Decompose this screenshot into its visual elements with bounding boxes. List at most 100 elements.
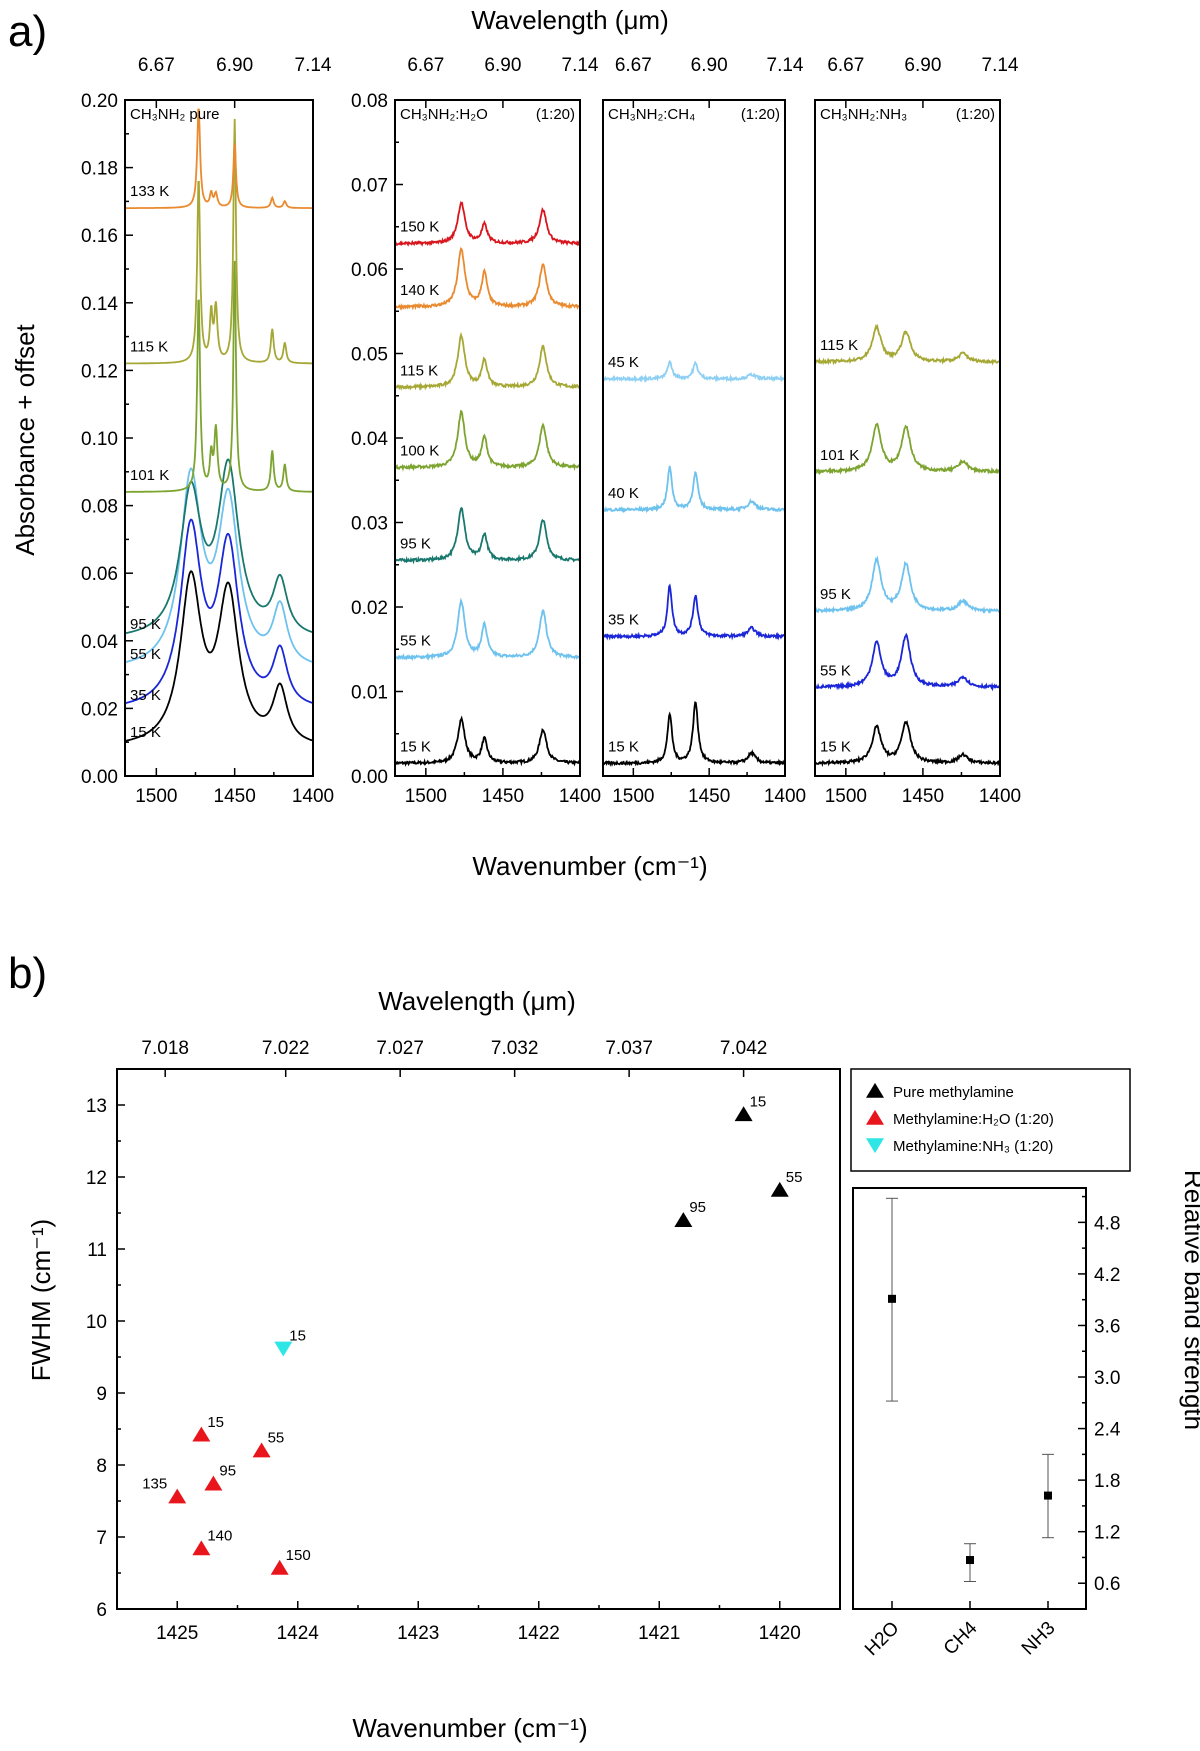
top-tick-label: 7.14 (982, 55, 1019, 76)
x-tick-label: 1424 (277, 1623, 320, 1644)
spectrum-line (125, 108, 313, 209)
temperature-label: 45 K (608, 354, 639, 371)
band-strength-inset: 0.6 1.2 1.8 2.4 3.0 3.6 4.2 4.8 H2O CH4 NH3 (861, 1195, 1121, 1660)
top-tick-label: 6.67 (138, 55, 175, 76)
panel-b-legend: Pure methylamine Methylamine:H₂O (1:20) Me… (850, 1068, 1131, 1172)
x-tick-label: 1450 (482, 786, 524, 807)
y-tick-label: 3.6 (1094, 1316, 1120, 1337)
spectrum-line (394, 715, 581, 767)
spectrum-line (814, 720, 1001, 768)
x-tick-label: 1500 (405, 786, 447, 807)
top-tick-label: 7.037 (605, 1038, 653, 1059)
spectrum-line (814, 555, 1001, 615)
data-point-marker (204, 1475, 223, 1491)
panel-b-top-axis-title: Wavelength (μm) (378, 986, 576, 1016)
top-tick-label: 7.14 (767, 55, 804, 76)
spectrum-line (394, 506, 581, 565)
y-tick-label: 9 (96, 1384, 107, 1405)
spectrum-line (124, 458, 314, 635)
spectrum-line (125, 118, 313, 365)
top-tick-label: 7.14 (295, 55, 332, 76)
spectrum-line (394, 246, 581, 311)
top-tick-label: 6.90 (216, 55, 253, 76)
temperature-label: 35 K (130, 687, 161, 704)
category-label: H2O (861, 1618, 903, 1660)
x-tick-label: 1400 (292, 786, 334, 807)
top-tick-label: 6.90 (691, 55, 728, 76)
data-point-label: 55 (268, 1430, 285, 1447)
y-tick-label: 7 (96, 1528, 107, 1549)
top-tick-label: 7.022 (262, 1038, 310, 1059)
subplot-frame (814, 99, 1001, 777)
subplot-1: 1500 1450 1400 6.67 6.90 7.14 0.00 0.02 0.04 0.06… (81, 55, 334, 807)
subplot-2: 1500 1450 1400 6.67 6.90 7.14 0.00 0.01 0.02 0.03… (351, 55, 601, 807)
subplot-title: CH₃NH₂:H₂O (400, 106, 488, 123)
y-tick-label: 0.16 (81, 226, 118, 247)
subplot-title: CH₃NH₂:CH₄ (608, 106, 695, 123)
top-tick-label: 6.90 (484, 55, 521, 76)
x-tick-label: 1450 (902, 786, 944, 807)
temperature-label: 95 K (400, 536, 431, 553)
y-tick-label: 1.2 (1094, 1523, 1120, 1544)
x-tick-label: 1423 (397, 1623, 439, 1644)
x-tick-label: 1420 (759, 1623, 801, 1644)
y-tick-label: 0.00 (81, 767, 118, 788)
temperature-label: 15 K (820, 738, 851, 755)
panel-a: a) Wavelength (μm) Wavenumber (cm⁻¹) Abs… (8, 5, 1021, 881)
y-tick-label: 2.4 (1094, 1420, 1121, 1441)
temperature-label: 40 K (608, 485, 639, 502)
temperature-label: 95 K (130, 616, 161, 633)
top-tick-label: 6.67 (827, 55, 864, 76)
top-tick-label: 7.042 (720, 1038, 768, 1059)
y-tick-label: 0.02 (351, 598, 388, 619)
y-tick-label: 0.14 (81, 294, 118, 315)
subplot-frame (124, 99, 314, 777)
subplot-ratio: (1:20) (536, 106, 575, 123)
temperature-label: 115 K (820, 337, 858, 354)
subplot-frame (394, 99, 581, 777)
spectrum-line (124, 467, 314, 664)
subplot-title: CH₃NH₂:NH₃ (820, 106, 907, 123)
y-tick-label: 3.0 (1094, 1368, 1120, 1389)
legend-entry-label: Pure methylamine (893, 1084, 1014, 1101)
legend-frame (850, 1068, 1131, 1172)
y-tick-label: 1.8 (1094, 1471, 1120, 1492)
band-strength-axis-title: Relative band strength (1179, 1170, 1200, 1430)
y-tick-label: 0.04 (81, 632, 118, 653)
data-point-marker (252, 1442, 271, 1458)
data-point-label: 55 (786, 1169, 803, 1186)
subplot-ratio: (1:20) (741, 106, 780, 123)
data-point-marker (192, 1540, 211, 1556)
y-tick-label: 0.6 (1094, 1574, 1120, 1595)
y-tick-label: 12 (86, 1168, 107, 1189)
panel-a-y-axis-title: Absorbance + offset (10, 323, 40, 555)
legend-entry-label: Methylamine:NH₃ (1:20) (893, 1138, 1053, 1155)
data-point-marker (192, 1426, 211, 1442)
legend-marker (866, 1109, 884, 1125)
spectrum-line (124, 570, 314, 742)
spectrum-line (394, 597, 581, 662)
y-tick-label: 0.04 (351, 429, 388, 450)
temperature-label: 55 K (400, 633, 431, 650)
subplot-3: 1500 1450 1400 6.67 6.90 7.14 15 K 35 K 40 K 45 K… (602, 55, 806, 807)
temperature-label: 55 K (820, 662, 851, 679)
y-tick-label: 4.2 (1094, 1265, 1120, 1286)
y-tick-label: 0.02 (81, 699, 118, 720)
top-tick-label: 7.027 (376, 1038, 424, 1059)
temperature-label: 95 K (820, 586, 851, 603)
temperature-label: 133 K (130, 183, 169, 200)
temperature-label: 15 K (608, 738, 639, 755)
data-point-label: 95 (219, 1463, 236, 1480)
data-point-label: 140 (207, 1528, 232, 1545)
spectrum-line (814, 422, 1001, 476)
data-point-marker (270, 1559, 289, 1575)
data-point-marker (168, 1488, 187, 1504)
legend-marker (866, 1138, 884, 1154)
panel-b-label: b) (8, 949, 47, 998)
data-point-label: 15 (207, 1414, 224, 1431)
x-tick-label: 1421 (638, 1623, 680, 1644)
y-tick-label: 0.20 (81, 91, 118, 112)
spectrum-line (602, 360, 786, 384)
y-tick-label: 0.06 (351, 260, 388, 281)
y-tick-label: 6 (96, 1600, 107, 1621)
